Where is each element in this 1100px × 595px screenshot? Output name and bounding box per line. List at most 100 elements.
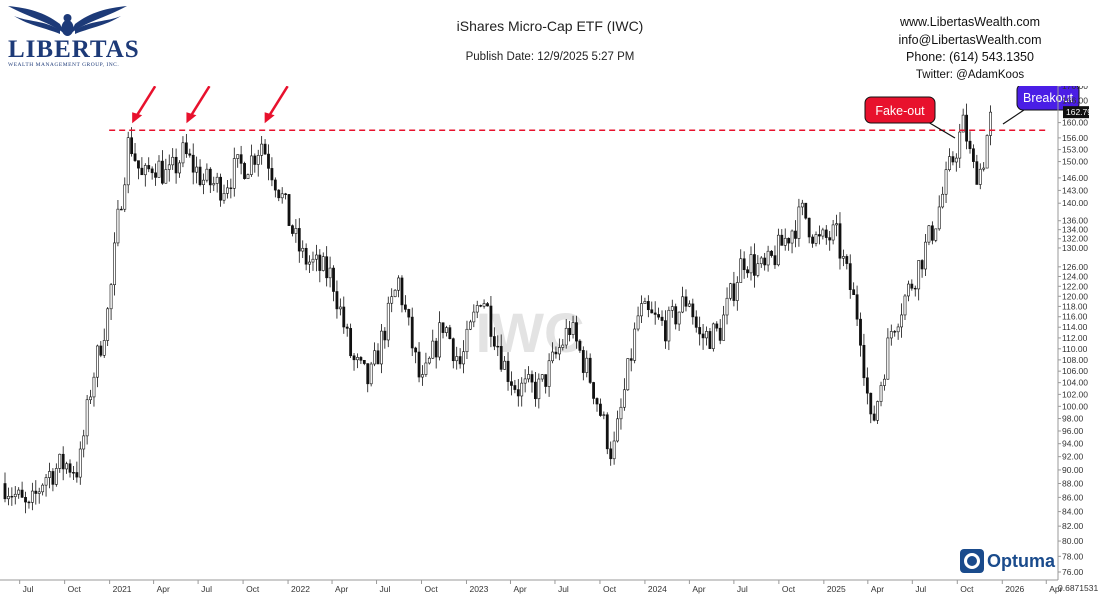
x-tick-label: 2024: [648, 584, 667, 594]
y-tick-label: 108.00: [1062, 355, 1088, 365]
candle-up: [989, 111, 992, 136]
y-tick-label: 106.00: [1062, 366, 1088, 376]
candle-down: [763, 257, 767, 266]
candle-down: [184, 142, 188, 155]
candle-up: [143, 165, 147, 176]
candle-down: [968, 140, 972, 150]
candle-down: [208, 168, 212, 186]
candle-up: [643, 301, 647, 304]
candle-up: [722, 314, 726, 341]
candle-up: [171, 156, 175, 166]
candle-down: [852, 289, 856, 295]
red-arrow: [134, 86, 157, 119]
optuma-wordmark: Optuma: [987, 550, 1056, 571]
candle-up: [212, 183, 216, 186]
y-tick-label: 76.00: [1062, 567, 1084, 577]
candle-down: [975, 161, 979, 185]
x-tick-label: Jul: [737, 584, 748, 594]
candle-down: [75, 472, 79, 478]
x-tick-label: Oct: [782, 584, 796, 594]
candle-up: [636, 315, 640, 330]
candle-up: [232, 158, 236, 189]
candle-down: [804, 202, 808, 219]
x-tick-label: Apr: [692, 584, 705, 594]
candle-up: [462, 351, 465, 365]
candle-down: [51, 471, 55, 485]
candle-down: [698, 327, 702, 335]
y-tick-label: 110.00: [1062, 344, 1088, 354]
candle-down: [479, 305, 483, 307]
candle-down: [198, 166, 202, 185]
x-tick-label: 2021: [113, 584, 132, 594]
candle-up: [954, 157, 958, 163]
y-tick-label: 170.00: [1062, 86, 1088, 91]
x-tick-label: Apr: [157, 584, 170, 594]
candle-down: [410, 316, 414, 349]
candle-up: [876, 401, 880, 421]
candle-down: [855, 294, 859, 320]
breakout-label: Breakout: [1023, 91, 1074, 105]
x-tick-label: Apr: [1049, 584, 1062, 594]
candle-down: [530, 374, 534, 383]
candle-up: [503, 360, 507, 370]
candle-up: [424, 362, 428, 375]
candle-down: [407, 309, 411, 318]
logo-tagline: WEALTH MANAGEMENT GROUP, INC.: [8, 62, 120, 68]
x-tick-label: 2025: [827, 584, 846, 594]
candle-up: [961, 114, 965, 133]
x-tick-label: Jul: [558, 584, 569, 594]
candle-down: [417, 351, 421, 378]
y-tick-label: 100.00: [1062, 401, 1088, 411]
candle-up: [626, 358, 630, 391]
candle-down: [414, 347, 418, 353]
y-tick-label: 156.00: [1062, 133, 1088, 143]
y-tick-label: 116.00: [1062, 312, 1088, 322]
candle-down: [599, 403, 602, 416]
candle-up: [886, 337, 890, 380]
y-tick-label: 90.00: [1062, 465, 1084, 475]
candle-down: [191, 154, 195, 173]
candle-up: [831, 224, 835, 241]
candle-down: [287, 194, 291, 226]
candle-up: [427, 357, 431, 364]
y-tick-label: 126.00: [1062, 262, 1088, 272]
candle-up: [937, 206, 941, 230]
candle-down: [441, 322, 445, 333]
candle-up: [821, 229, 825, 237]
candle-down: [451, 338, 455, 362]
candle-down: [568, 327, 572, 335]
candle-down: [581, 350, 585, 373]
candle-up: [78, 448, 82, 478]
candle-up: [164, 169, 168, 184]
y-tick-label: 118.00: [1062, 301, 1088, 311]
candle-down: [349, 328, 353, 357]
candle-down: [219, 176, 222, 201]
candle-down: [243, 163, 246, 179]
x-tick-label: Oct: [246, 584, 260, 594]
candle-down: [24, 497, 27, 503]
email-link[interactable]: info@LibertasWealth.com: [898, 32, 1042, 47]
candle-down: [859, 318, 862, 346]
x-tick-label: 2026: [1005, 584, 1024, 594]
candle-up: [633, 328, 637, 361]
candle-down: [516, 389, 520, 397]
candle-down: [828, 237, 832, 241]
candle-up: [468, 321, 472, 330]
candle-up: [157, 160, 161, 178]
candle-up: [260, 143, 264, 156]
candle-up: [328, 267, 332, 279]
candle-down: [332, 267, 335, 292]
candle-up: [729, 283, 732, 299]
price-chart: IWC Fake-out Breakout 76.0078.0080.0082.…: [0, 86, 1098, 594]
candle-down: [592, 382, 595, 399]
website-link[interactable]: www.LibertasWealth.com: [899, 15, 1041, 29]
candle-up: [677, 311, 681, 325]
breakout-callout: Breakout: [1002, 86, 1080, 125]
candle-down: [694, 316, 698, 328]
candle-down: [513, 385, 517, 390]
candle-up: [547, 360, 551, 387]
candle-up: [749, 254, 753, 274]
y-tick-label: 132.00: [1062, 234, 1088, 244]
candle-up: [311, 258, 315, 263]
y-tick-label: 130.00: [1062, 243, 1088, 253]
